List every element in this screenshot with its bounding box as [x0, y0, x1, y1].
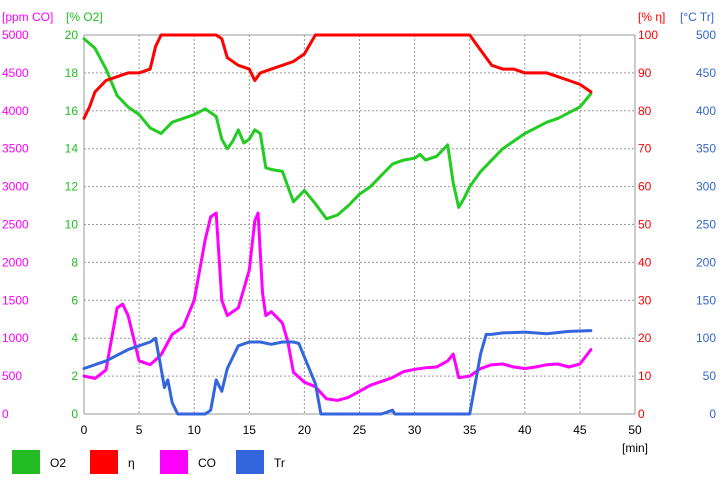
series-line-o2: [82, 37, 593, 221]
y-tick-label-o2: 8: [71, 255, 78, 269]
y-tick-label-o2: 6: [71, 293, 78, 307]
x-axis-label: [min]: [622, 441, 648, 455]
x-tick-label: 45: [573, 423, 587, 437]
y-tick-label-o2: 10: [65, 218, 79, 232]
axis-tick-labels: 0500100015002000250030003500400045005000…: [2, 10, 716, 455]
series-line-tr: [82, 329, 593, 416]
y-tick-label-o2: 18: [65, 66, 79, 80]
y-tick-label-o2: 20: [65, 28, 79, 42]
legend-swatch: [236, 450, 264, 474]
x-tick-label: 40: [518, 423, 532, 437]
axis-unit-eta: [% η]: [638, 10, 665, 24]
y-tick-label-eta: 70: [638, 142, 652, 156]
y-tick-label-o2: 2: [71, 369, 78, 383]
axis-unit-co: [ppm CO]: [2, 10, 53, 24]
series-line-: [82, 33, 593, 120]
y-tick-label-eta: 100: [638, 28, 658, 42]
y-tick-label-tr: 500: [696, 28, 716, 42]
y-tick-label-o2: 0: [71, 407, 78, 421]
legend-label: η: [128, 456, 135, 470]
y-tick-label-co: 500: [2, 369, 22, 383]
x-tick-label: 20: [298, 423, 312, 437]
y-tick-label-eta: 20: [638, 331, 652, 345]
y-tick-label-co: 5000: [2, 28, 29, 42]
legend-label: O2: [50, 456, 66, 470]
x-tick-label: 30: [408, 423, 422, 437]
y-tick-label-o2: 14: [65, 142, 79, 156]
y-tick-label-tr: 250: [696, 218, 716, 232]
legend-swatch: [160, 450, 188, 474]
y-tick-label-co: 1500: [2, 293, 29, 307]
grid: [83, 34, 636, 415]
legend: O2 η CO Tr: [12, 450, 285, 474]
y-tick-label-tr: 150: [696, 293, 716, 307]
y-tick-label-co: 0: [2, 407, 9, 421]
y-tick-label-tr: 100: [696, 331, 716, 345]
legend-label: Tr: [274, 456, 285, 470]
y-tick-label-tr: 400: [696, 104, 716, 118]
y-tick-label-eta: 0: [638, 407, 645, 421]
y-tick-label-tr: 200: [696, 255, 716, 269]
y-tick-label-o2: 4: [71, 331, 78, 345]
legend-swatch: [12, 450, 40, 474]
y-tick-label-eta: 80: [638, 104, 652, 118]
y-tick-label-eta: 90: [638, 66, 652, 80]
y-tick-label-tr: 0: [709, 407, 716, 421]
y-tick-label-tr: 300: [696, 180, 716, 194]
y-tick-label-eta: 60: [638, 180, 652, 194]
y-tick-label-tr: 450: [696, 66, 716, 80]
x-tick-label: 35: [463, 423, 477, 437]
y-tick-label-co: 2500: [2, 218, 29, 232]
legend-label: CO: [198, 456, 216, 470]
series-lines: [82, 33, 593, 416]
x-tick-label: 10: [188, 423, 202, 437]
y-tick-label-eta: 50: [638, 218, 652, 232]
y-tick-label-tr: 50: [703, 369, 717, 383]
axis-unit-o2: [% O2]: [66, 10, 103, 24]
y-tick-label-eta: 40: [638, 255, 652, 269]
y-tick-label-o2: 12: [65, 180, 79, 194]
axis-unit-tr: [°C Tr]: [680, 10, 714, 24]
legend-swatch: [90, 450, 118, 474]
y-tick-label-co: 4000: [2, 104, 29, 118]
y-tick-label-o2: 16: [65, 104, 79, 118]
series-line-co: [82, 211, 593, 402]
y-tick-label-tr: 350: [696, 142, 716, 156]
y-tick-label-co: 3000: [2, 180, 29, 194]
y-tick-label-co: 4500: [2, 66, 29, 80]
y-tick-label-eta: 30: [638, 293, 652, 307]
x-tick-label: 15: [243, 423, 257, 437]
x-tick-label: 50: [628, 423, 642, 437]
y-tick-label-eta: 10: [638, 369, 652, 383]
y-tick-label-co: 2000: [2, 255, 29, 269]
x-tick-label: 5: [136, 423, 143, 437]
y-tick-label-co: 1000: [2, 331, 29, 345]
x-tick-label: 25: [353, 423, 367, 437]
y-tick-label-co: 3500: [2, 142, 29, 156]
x-tick-label: 0: [81, 423, 88, 437]
